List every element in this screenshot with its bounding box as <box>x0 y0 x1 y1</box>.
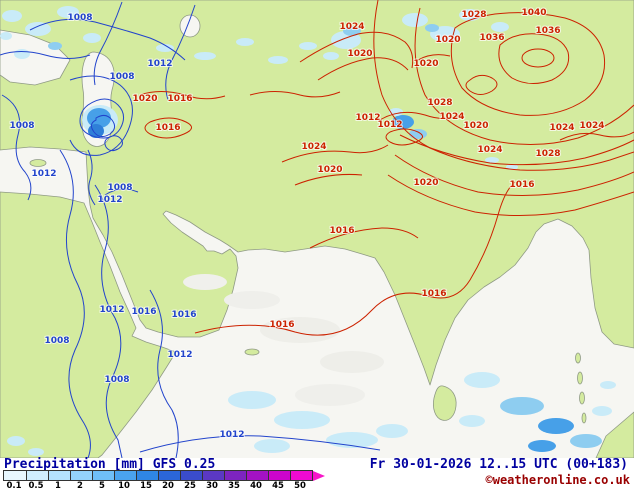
contour-label: 1012 <box>97 195 122 205</box>
datetime-label: Fr 30-01-2026 12..15 UTC (00+183) <box>369 457 628 472</box>
colorbar-cell <box>26 471 48 480</box>
contour-label: 1016 <box>329 226 354 236</box>
island-andaman-4 <box>581 412 587 424</box>
colorbar-tick-label: 10 <box>118 481 130 490</box>
colorbar <box>3 470 325 481</box>
black-sea <box>0 29 71 86</box>
isobars-red <box>139 0 634 336</box>
colorbar-arrow-icon <box>313 470 325 481</box>
colorbar-tick-label: 30 <box>206 481 218 490</box>
colorbar-tick-label: 25 <box>184 481 196 490</box>
contour-label: 1012 <box>219 430 244 440</box>
island-socotra <box>244 348 260 356</box>
contour-label: 1016 <box>131 307 156 317</box>
credit-label: ©weatheronline.co.uk <box>485 473 631 487</box>
contour-label: 1024 <box>439 112 464 122</box>
contour-label: 1024 <box>339 22 364 32</box>
island-andaman-3 <box>579 391 585 405</box>
contour-label: 1028 <box>461 10 486 20</box>
landmass-africa <box>0 191 177 458</box>
colorbar-cells <box>3 470 313 481</box>
colorbar-tick-label: 0.1 <box>6 481 22 490</box>
colorbar-tick-label: 2 <box>77 481 83 490</box>
colorbar-cell <box>268 471 290 480</box>
contour-label: 1036 <box>479 33 504 43</box>
island-sumatra <box>595 411 634 458</box>
contour-label: 1024 <box>477 145 502 155</box>
colorbar-cell <box>4 471 26 480</box>
contour-label: 1016 <box>171 310 196 320</box>
map-title: Precipitation [mm] GFS 0.25 <box>4 457 216 472</box>
contour-label: 1016 <box>155 123 180 133</box>
contour-label: 1008 <box>44 336 69 346</box>
colorbar-cell <box>70 471 92 480</box>
colorbar-cell <box>136 471 158 480</box>
land-masses <box>0 0 634 458</box>
island-andaman-2 <box>577 371 583 385</box>
contour-label: 1024 <box>549 123 574 133</box>
colorbar-cell <box>180 471 202 480</box>
colorbar-cell <box>92 471 114 480</box>
colorbar-labels: 0.1 0.5 1 2 5 10 15 20 25 30 35 40 45 50 <box>3 481 311 490</box>
contour-label: 1008 <box>104 375 129 385</box>
ocean-texture <box>183 274 384 406</box>
contour-label: 1016 <box>421 289 446 299</box>
contour-label: 1020 <box>347 49 372 59</box>
contour-label: 1020 <box>132 94 157 104</box>
contour-label: 1012 <box>377 120 402 130</box>
contour-label: 1008 <box>9 121 34 131</box>
colorbar-tick-label: 45 <box>272 481 284 490</box>
colorbar-cell <box>202 471 224 480</box>
contour-label: 1008 <box>107 183 132 193</box>
contour-label: 1016 <box>269 320 294 330</box>
contour-label: 1036 <box>535 26 560 36</box>
colorbar-cell <box>48 471 70 480</box>
contour-label: 1012 <box>167 350 192 360</box>
colorbar-tick-label: 5 <box>99 481 105 490</box>
contour-label: 1008 <box>109 72 134 82</box>
island-srilanka <box>433 385 457 421</box>
contour-label: 1020 <box>413 59 438 69</box>
contour-label: 1016 <box>167 94 192 104</box>
colorbar-tick-label: 15 <box>140 481 152 490</box>
island-andaman-1 <box>575 352 581 364</box>
colorbar-tick-label: 1 <box>55 481 61 490</box>
contour-label: 1020 <box>413 178 438 188</box>
contour-label: 1012 <box>355 113 380 123</box>
contour-label: 1016 <box>509 180 534 190</box>
isobars-blue <box>0 1 381 458</box>
contour-label: 1028 <box>535 149 560 159</box>
contour-label: 1024 <box>579 121 604 131</box>
contour-label: 1028 <box>427 98 452 108</box>
contour-label: 1020 <box>435 35 460 45</box>
colorbar-tick-label: 50 <box>294 481 306 490</box>
colorbar-tick-label: 20 <box>162 481 174 490</box>
contour-label: 1012 <box>147 59 172 69</box>
colorbar-cell <box>158 471 180 480</box>
colorbar-cell <box>290 471 312 480</box>
contour-label: 1024 <box>301 142 326 152</box>
colorbar-tick-label: 35 <box>228 481 240 490</box>
colorbar-tick-label: 40 <box>250 481 262 490</box>
colorbar-tick-label: 0.5 <box>28 481 44 490</box>
colorbar-cell <box>246 471 268 480</box>
contour-label: 1012 <box>99 305 124 315</box>
colorbar-cell <box>114 471 136 480</box>
island-cyprus <box>29 159 47 167</box>
contour-label: 1012 <box>31 169 56 179</box>
contour-label: 1020 <box>317 165 342 175</box>
colorbar-cell <box>224 471 246 480</box>
contour-label: 1008 <box>67 13 92 23</box>
contour-label: 1040 <box>521 8 546 18</box>
contour-label: 1020 <box>463 121 488 131</box>
landmass-eurasia <box>0 0 634 386</box>
